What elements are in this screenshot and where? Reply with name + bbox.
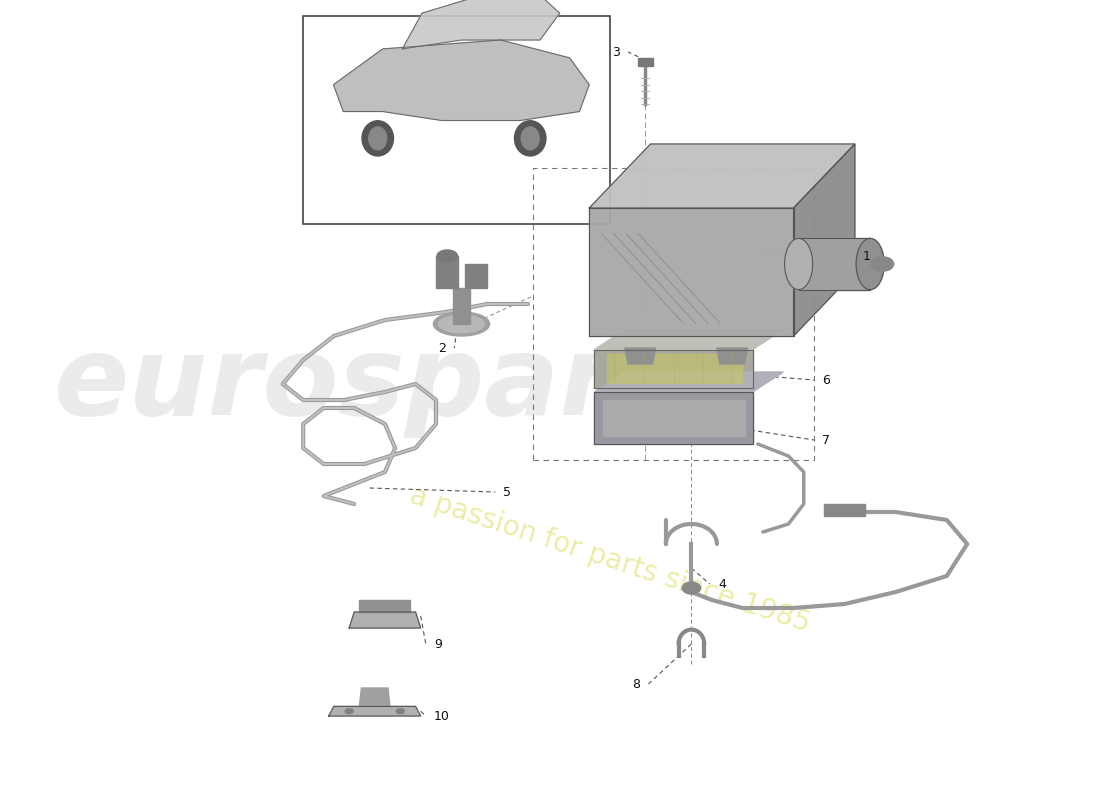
Polygon shape (360, 688, 390, 706)
Ellipse shape (871, 257, 893, 271)
Polygon shape (784, 238, 813, 290)
Polygon shape (436, 256, 459, 288)
Polygon shape (856, 238, 884, 290)
Ellipse shape (439, 315, 484, 333)
Polygon shape (464, 264, 487, 288)
Polygon shape (603, 400, 745, 436)
Text: 10: 10 (433, 710, 450, 722)
Polygon shape (594, 392, 752, 444)
Polygon shape (799, 238, 870, 290)
Ellipse shape (437, 250, 458, 262)
Ellipse shape (396, 709, 405, 714)
Polygon shape (349, 612, 420, 628)
Ellipse shape (521, 127, 539, 150)
Ellipse shape (515, 121, 546, 156)
Text: 3: 3 (612, 46, 620, 58)
Ellipse shape (368, 127, 387, 150)
Polygon shape (329, 706, 420, 716)
Ellipse shape (362, 121, 394, 156)
Text: 7: 7 (822, 434, 830, 446)
Polygon shape (333, 40, 590, 121)
Text: 5: 5 (504, 486, 512, 498)
Polygon shape (594, 372, 783, 392)
Ellipse shape (345, 709, 353, 714)
Polygon shape (606, 354, 742, 383)
Text: 2: 2 (438, 342, 447, 354)
Bar (304, 16, 609, 224)
Polygon shape (717, 348, 748, 364)
Text: 6: 6 (822, 374, 830, 386)
Polygon shape (403, 0, 560, 49)
Polygon shape (453, 288, 470, 324)
Polygon shape (793, 144, 855, 336)
Bar (638, 58, 652, 66)
Polygon shape (594, 330, 783, 350)
Text: 4: 4 (718, 578, 726, 590)
Polygon shape (590, 208, 793, 336)
Polygon shape (590, 144, 855, 208)
Polygon shape (824, 504, 865, 516)
Text: 8: 8 (632, 678, 640, 690)
Text: 9: 9 (433, 638, 442, 650)
Polygon shape (594, 350, 752, 388)
Ellipse shape (433, 312, 490, 336)
Polygon shape (360, 600, 410, 612)
Text: a passion for parts since 1985: a passion for parts since 1985 (406, 482, 814, 638)
Ellipse shape (682, 582, 701, 594)
Text: eurospares: eurospares (54, 330, 757, 438)
Text: 1: 1 (864, 250, 871, 262)
Polygon shape (625, 348, 656, 364)
